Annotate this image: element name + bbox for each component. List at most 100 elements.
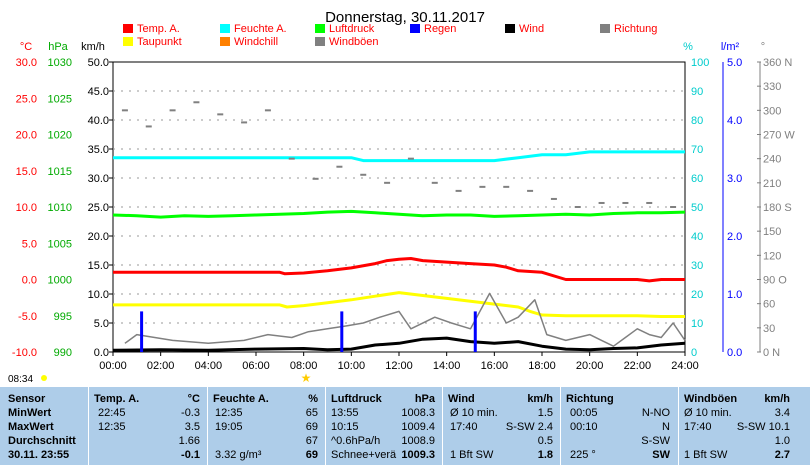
table-cell: 10:15 xyxy=(331,421,359,433)
x-tick-label: 20:00 xyxy=(576,360,604,372)
rain-bar xyxy=(473,311,477,352)
table-cell: 65 xyxy=(305,407,318,419)
axis-tick-label: 25.0 xyxy=(16,93,37,105)
axis-tick-label: 80 xyxy=(691,115,703,127)
header-temp-unit: °C xyxy=(187,393,200,405)
table-cell: 67 xyxy=(305,435,318,447)
axis-tick-label: 25.0 xyxy=(88,202,109,214)
table-cell: 225 ° xyxy=(570,449,596,461)
axis-tick-label: 60 xyxy=(691,173,703,185)
axis-tick-label: 995 xyxy=(54,311,72,323)
direction-point xyxy=(312,177,319,180)
x-tick-label: 10:00 xyxy=(338,360,366,372)
legend-label: Feuchte A. xyxy=(234,23,287,35)
axis-tick-label: 1025 xyxy=(48,93,72,105)
axis-tick-label: 90 O xyxy=(763,275,787,287)
table-cell: 1008.9 xyxy=(401,435,435,447)
chart-title: Donnerstag, 30.11.2017 xyxy=(325,9,485,26)
table-cell: MaxWert xyxy=(8,421,54,433)
axis-tick-label: 4.0 xyxy=(727,115,742,127)
legend-label: Windböen xyxy=(329,36,379,48)
series-taupunkt-line xyxy=(113,291,685,318)
legend-swatch xyxy=(123,24,133,33)
table-cell: 12:35 xyxy=(98,421,126,433)
direction-point xyxy=(169,109,176,112)
series-temp-a--line xyxy=(113,257,685,283)
x-tick-label: 08:00 xyxy=(290,360,318,372)
table-cell: 19:05 xyxy=(215,421,243,433)
axis-tick-label: 0.0 xyxy=(727,347,742,359)
x-tick-label: 00:00 xyxy=(99,360,127,372)
table-cell: S-SW 2.4 xyxy=(505,421,553,433)
humidity-unit: % xyxy=(683,41,693,53)
axis-tick-label: 240 xyxy=(763,154,781,166)
direction-point xyxy=(431,181,438,184)
plot-frame xyxy=(112,61,686,353)
table-row: Durchschnitt 1.66 67 ^0.6hPa/h 1008.9 0.5 S-SW… xyxy=(0,434,810,448)
direction-point xyxy=(241,121,248,124)
sensor-column xyxy=(0,387,89,465)
chart-legend: Temp. A. Feuchte A. Luftdruck Regen Wind Rich… xyxy=(123,23,657,48)
direction-point xyxy=(384,181,391,184)
direction-point xyxy=(193,101,200,104)
header-direction: Richtung xyxy=(566,393,614,405)
plot-area xyxy=(112,101,686,352)
legend-label: Regen xyxy=(424,23,456,35)
legend-label: Richtung xyxy=(614,23,657,35)
direction-point xyxy=(527,189,534,192)
table-cell: -0.3 xyxy=(181,407,200,419)
axis-tick-label: 30.0 xyxy=(88,173,109,185)
direction-point xyxy=(479,185,486,188)
header-wind: Wind xyxy=(448,393,475,405)
axis-tick-label: 3.0 xyxy=(727,173,742,185)
legend-label: Taupunkt xyxy=(137,36,182,48)
legend-swatch xyxy=(220,37,230,46)
legend-swatch xyxy=(410,24,420,33)
x-tick-label: 04:00 xyxy=(195,360,223,372)
axis-tick-label: 1005 xyxy=(48,238,72,250)
table-cell: Ø 10 min. xyxy=(450,407,498,419)
x-tick-label: 02:00 xyxy=(147,360,175,372)
direction-point xyxy=(407,157,414,160)
table-cell: 3.5 xyxy=(184,421,200,433)
table-header-row: Sensor Temp. A. °C Feuchte A. % Luftdruc… xyxy=(0,392,810,406)
table-cell: ^0.6hPa/h xyxy=(331,435,381,447)
legend-label: Luftdruck xyxy=(329,23,375,35)
table-cell: -0.1 xyxy=(181,449,200,461)
table-cell: S-SW xyxy=(641,435,670,447)
axis-tick-label: 10.0 xyxy=(88,289,109,301)
axis-tick-label: -5.0 xyxy=(18,311,37,323)
axis-tick-label: 10.0 xyxy=(16,202,37,214)
rain-bar xyxy=(140,311,144,352)
table-cell: S-SW 10.1 xyxy=(736,421,790,433)
axis-tick-label: 20 xyxy=(691,289,703,301)
table-row: MinWert 22:45 -0.3 12:35 65 13:55 1008.3 Ø 10 m… xyxy=(0,406,810,420)
table-cell: 1008.3 xyxy=(401,407,435,419)
axis-tick-label: 30 xyxy=(763,323,775,335)
axis-tick-label: 60 xyxy=(763,299,775,311)
legend-label: Temp. A. xyxy=(137,23,180,35)
axis-tick-label: 100 xyxy=(691,57,709,69)
direction-point xyxy=(503,185,510,188)
axis-tick-label: 40.0 xyxy=(88,115,109,127)
legend-swatch xyxy=(315,24,325,33)
axis-tick-label: 5.0 xyxy=(727,57,742,69)
x-tick-label: 22:00 xyxy=(624,360,652,372)
direction-point xyxy=(574,206,581,208)
table-cell: 3.4 xyxy=(774,407,790,419)
table-cell: 13:55 xyxy=(331,407,359,419)
table-cell: 00:05 xyxy=(570,407,598,419)
table-cell: MinWert xyxy=(8,407,52,419)
direction-point xyxy=(336,165,343,168)
table-cell: 1009.3 xyxy=(401,449,435,461)
direction-point xyxy=(455,189,462,192)
x-tick-label: 18:00 xyxy=(528,360,556,372)
statistics-table: Sensor Temp. A. °C Feuchte A. % Luftdruc… xyxy=(0,387,810,465)
axis-tick-label: 990 xyxy=(54,347,72,359)
direction-unit: ° xyxy=(761,41,765,53)
direction-point xyxy=(670,206,677,208)
table-cell: 1 Bft SW xyxy=(684,449,728,461)
table-cell: 30.11. 23:55 xyxy=(8,449,70,461)
table-cell: Ø 10 min. xyxy=(684,407,732,419)
axis-tick-label: 300 xyxy=(763,105,781,117)
